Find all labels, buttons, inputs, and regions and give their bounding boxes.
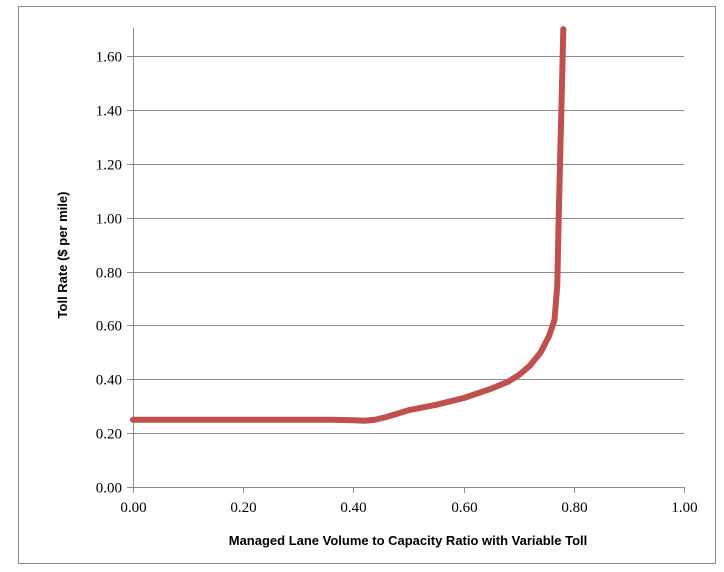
y-tick-label: 0.80 — [96, 266, 122, 282]
x-tick-label: 0.40 — [340, 500, 366, 516]
y-tick-label: 1.00 — [96, 212, 122, 228]
y-tick-label: 1.40 — [96, 104, 122, 120]
y-tick-label: 1.60 — [96, 50, 122, 66]
gridlines — [133, 56, 684, 434]
chart-frame — [18, 6, 716, 564]
y-tick-label: 1.20 — [96, 158, 122, 174]
x-tick-label: 0.20 — [230, 500, 256, 516]
y-tick-label: 0.40 — [96, 373, 122, 389]
x-tick-label: 0.60 — [451, 500, 477, 516]
y-tick-labels: 0.00 0.20 0.40 0.60 0.80 1.00 1.20 1.40 1.60 — [96, 50, 122, 497]
x-tick-marks — [133, 487, 685, 493]
x-axis-title: Managed Lane Volume to Capacity Ratio wi… — [229, 533, 588, 548]
y-tick-label: 0.20 — [96, 427, 122, 443]
x-tick-label: 0.80 — [561, 500, 587, 516]
x-tick-label: 0.00 — [120, 500, 146, 516]
y-axis-title: Toll Rate ($ per mile) — [55, 192, 70, 319]
x-tick-labels: 0.00 0.20 0.40 0.60 0.80 1.00 — [120, 500, 697, 516]
y-tick-label: 0.60 — [96, 319, 122, 335]
y-tick-label: 0.00 — [96, 481, 122, 497]
x-tick-label: 1.00 — [671, 500, 697, 516]
y-tick-marks — [127, 56, 133, 488]
toll-rate-line — [130, 26, 567, 424]
